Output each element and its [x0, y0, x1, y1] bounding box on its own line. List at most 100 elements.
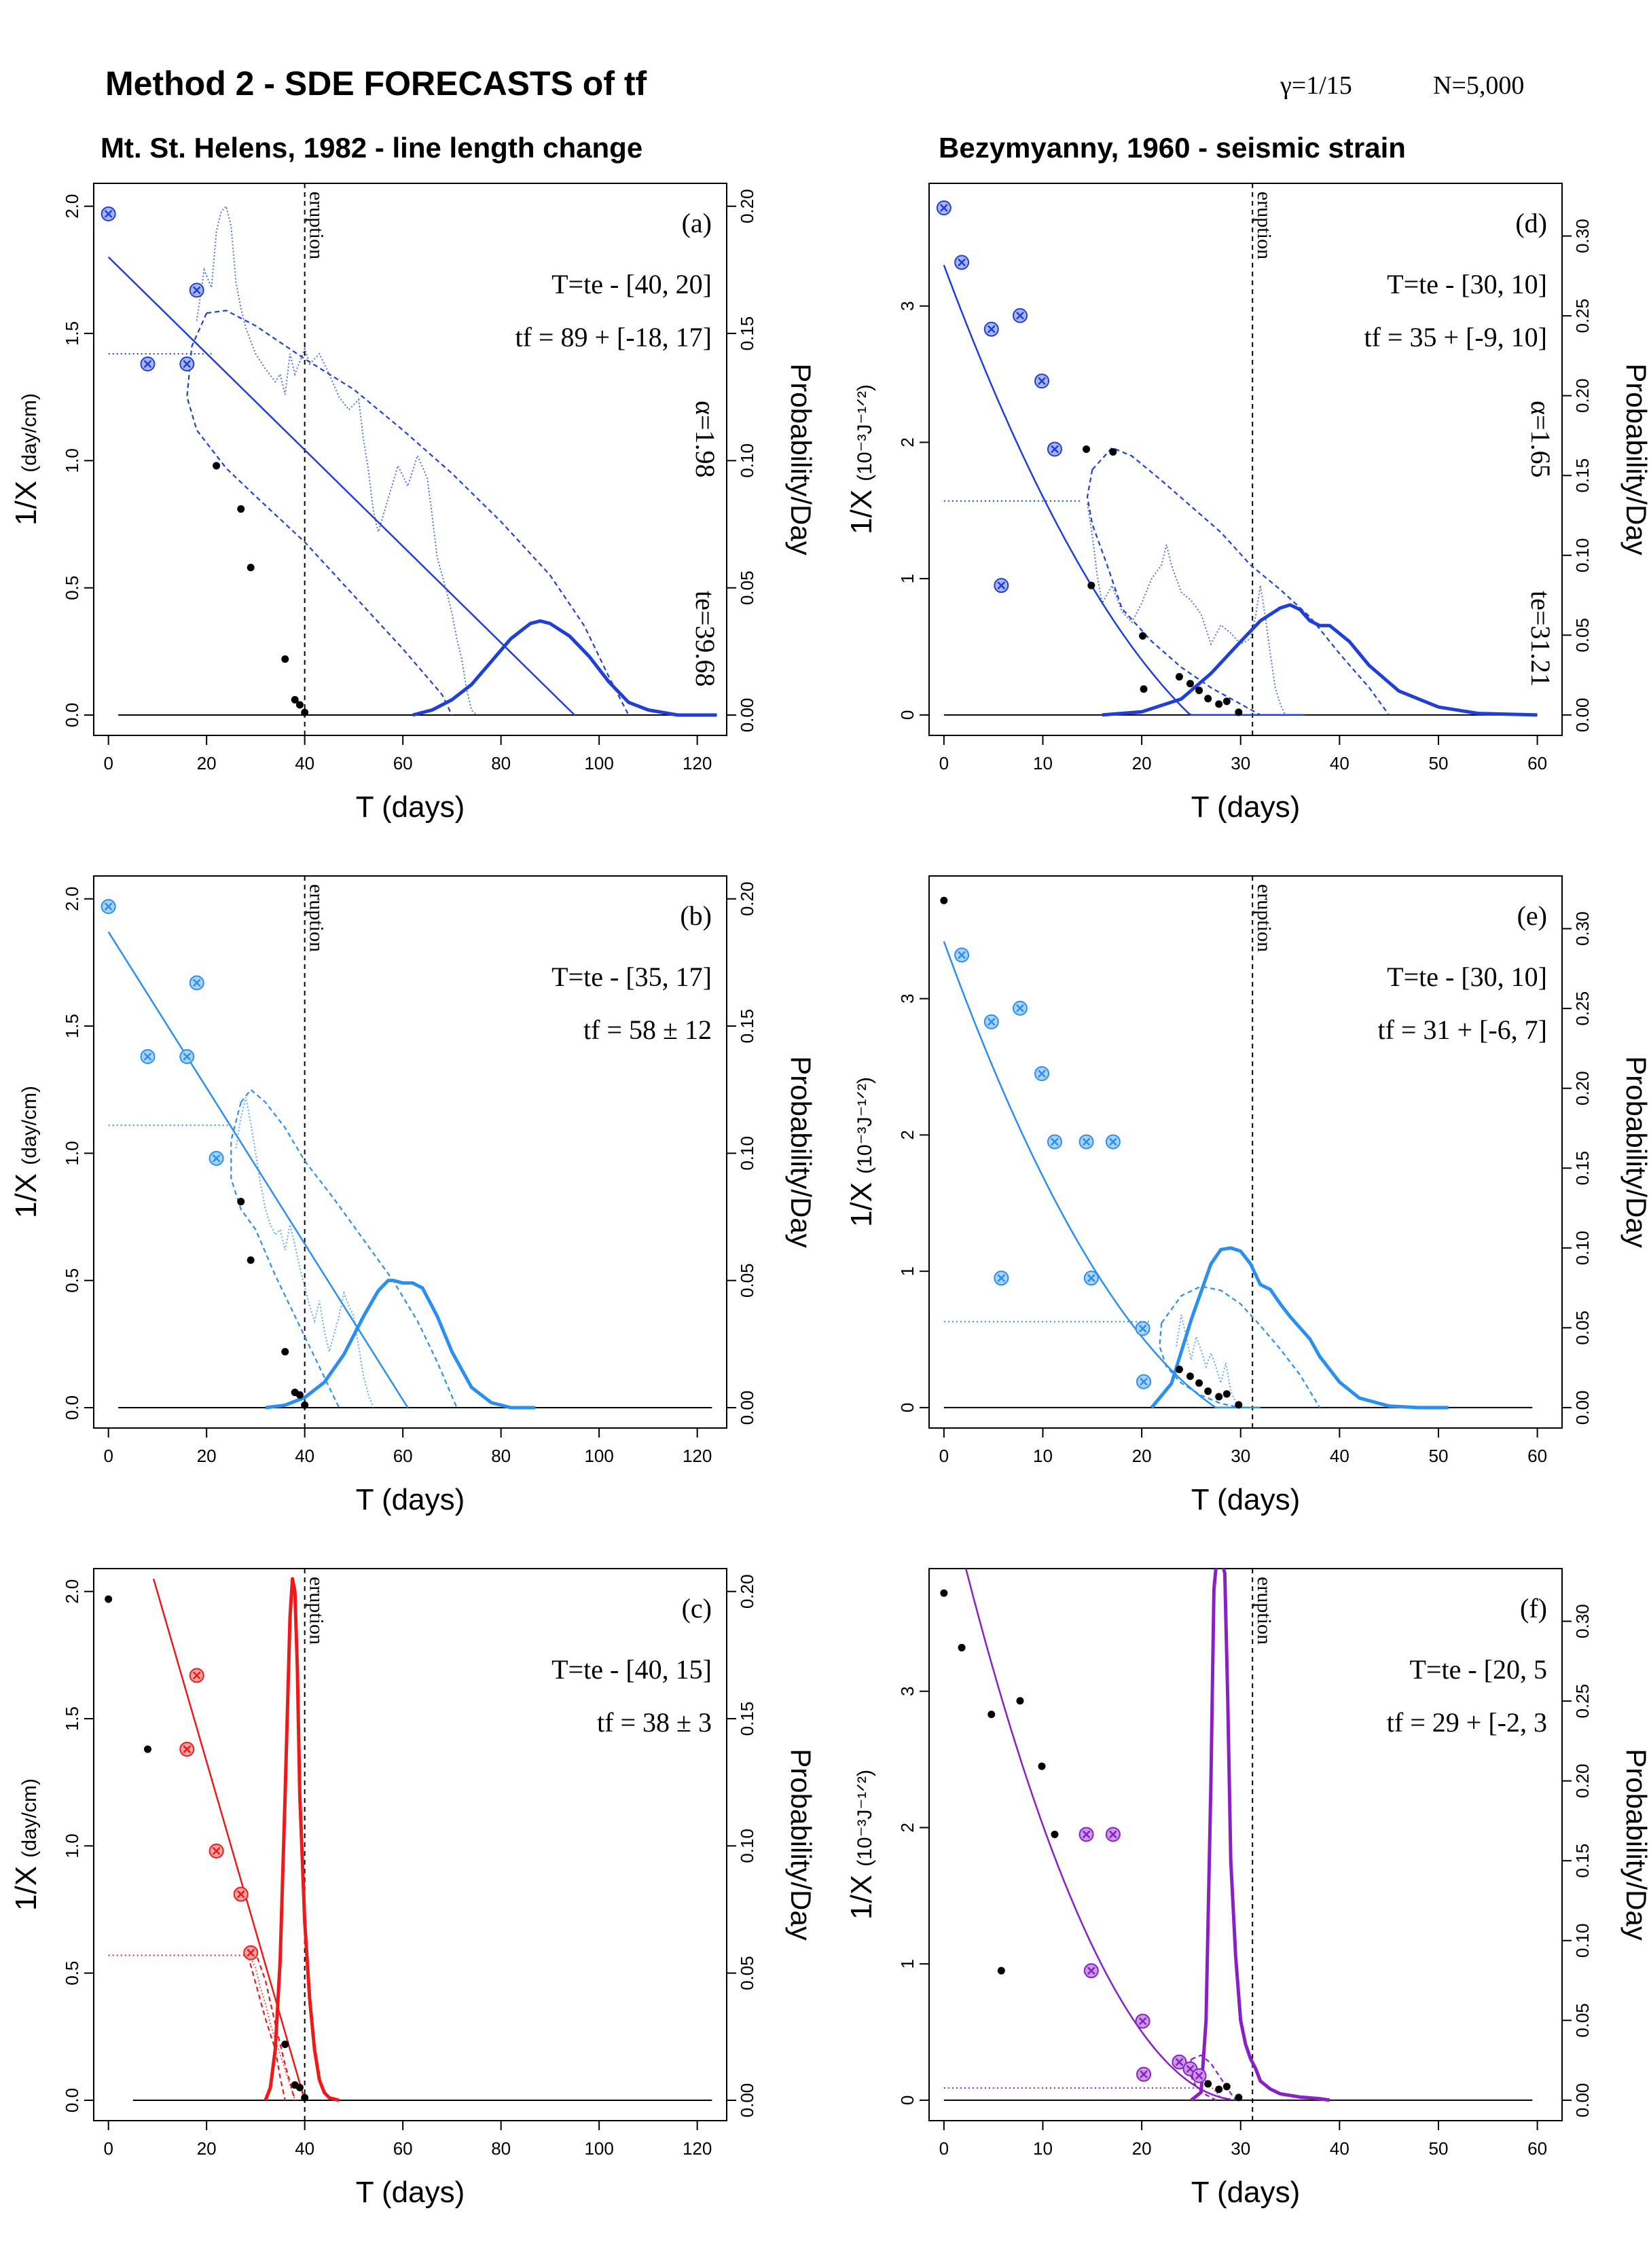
forecast-annotation: tf = 58 ± 12: [583, 1014, 712, 1045]
x-tick-label: 0: [939, 1446, 949, 1466]
fit-point-cross: [997, 1274, 1006, 1283]
x-tick-label: 20: [197, 1446, 217, 1466]
forecast-annotation: tf = 35 + [-9, 10]: [1364, 322, 1547, 352]
data-point: [1087, 581, 1095, 589]
y-tick-label: 1.0: [62, 1141, 82, 1165]
y-axis-unit: (day/cm): [18, 1778, 41, 1858]
data-point: [1222, 2083, 1231, 2091]
fit-point-cross: [1051, 445, 1059, 454]
y2-tick-label: 0.30: [1572, 911, 1593, 946]
y-tick-label: 0: [897, 710, 918, 720]
fit-line: [152, 1578, 306, 2101]
y-tick-label: 1.5: [62, 1014, 82, 1038]
x-tick-label: 30: [1231, 753, 1250, 773]
data-point: [143, 1745, 151, 1753]
simulated-path: [1087, 503, 1286, 716]
x-axis-title: T (days): [356, 790, 465, 824]
simulated-path: [1176, 1315, 1242, 1408]
plot-area: [101, 876, 712, 1428]
data-point: [1195, 1379, 1203, 1387]
fit-point-cross: [1140, 2070, 1148, 2079]
y-tick-label: 0: [897, 2096, 918, 2105]
y-axis-unit: (10⁻³J⁻¹ᐟ²): [854, 1770, 876, 1867]
band-lower: [244, 1947, 286, 2101]
data-point: [105, 1595, 113, 1603]
data-point: [247, 1256, 255, 1264]
x-tick-label: 40: [1330, 2138, 1349, 2159]
plot-area: [940, 876, 1533, 1428]
alpha-annotation: α=1.98: [690, 401, 721, 478]
data-point: [301, 708, 309, 716]
fit-point-cross: [1138, 2017, 1147, 2026]
plot-area: [101, 183, 717, 735]
data-point: [940, 896, 948, 904]
y-tick-label: 2.0: [62, 1579, 82, 1604]
data-point: [1204, 695, 1212, 703]
x-tick-label: 80: [491, 2138, 511, 2159]
column-title-left: Mt. St. Helens, 1982 - line length chang…: [101, 132, 642, 164]
y2-axis-title: Probability/Day: [1620, 1056, 1649, 1247]
data-point: [1222, 697, 1231, 706]
y2-tick-label: 0.05: [1572, 618, 1593, 653]
n-parameter: N=5,000: [1433, 71, 1524, 100]
data-point: [987, 1711, 996, 1719]
x-tick-label: 0: [103, 2138, 113, 2159]
data-point: [237, 505, 245, 513]
x-tick-label: 30: [1231, 2138, 1250, 2159]
y2-tick-label: 0.25: [1572, 991, 1593, 1026]
y-axis-unit: (10⁻³J⁻¹ᐟ²): [854, 384, 876, 481]
fit-point-cross: [1087, 1274, 1095, 1283]
plot-frame: [928, 183, 1563, 736]
fit-point-cross: [1138, 1324, 1147, 1333]
fit-point-cross: [987, 325, 996, 333]
forecast-annotation: tf = 38 ± 3: [597, 1707, 712, 1738]
window-annotation: T=te - [30, 10]: [1387, 962, 1547, 992]
y2-tick-label: 0.25: [1572, 1684, 1593, 1719]
x-tick-label: 20: [197, 2138, 217, 2159]
x-tick-label: 120: [683, 2138, 712, 2159]
y-axis-unit: (day/cm): [18, 393, 41, 473]
y2-axis-title: Probability/Day: [1620, 1749, 1649, 1940]
data-point: [295, 1391, 304, 1399]
y-tick-label: 2: [897, 1823, 918, 1832]
fit-point-cross: [958, 258, 966, 267]
window-annotation: T=te - [20, 5: [1410, 1654, 1548, 1685]
chart-panel-e: 0 10 20 30 40 50 60 0 1 2 3 0.00 0.05 0.10 0.15 0.20 0.2…: [845, 875, 1649, 1516]
y2-tick-label: 0.15: [737, 1702, 757, 1736]
eruption-label: eruption: [1253, 191, 1275, 259]
te-annotation: te=31.21: [1525, 591, 1556, 687]
fit-point-cross: [1016, 1004, 1024, 1012]
y2-tick-label: 0.20: [737, 189, 757, 223]
band-lower: [1159, 1323, 1241, 1408]
data-point: [1195, 687, 1203, 695]
fit-point-cross: [1175, 2057, 1184, 2066]
plot-frame: [928, 875, 1563, 1429]
x-tick-label: 20: [1132, 753, 1152, 773]
x-tick-label: 100: [584, 753, 613, 773]
simulated-path: [196, 204, 477, 716]
y2-tick-label: 0.00: [737, 1391, 757, 1425]
y2-axis-title: Probability/Day: [785, 1056, 817, 1247]
data-point: [1204, 1387, 1212, 1395]
forecast-annotation: tf = 31 + [-6, 7]: [1377, 1014, 1547, 1045]
gamma-parameter: γ=1/15: [1280, 71, 1352, 100]
fit-point-cross: [183, 1053, 192, 1061]
y2-tick-label: 0.05: [737, 570, 757, 605]
fit-point-cross: [958, 951, 966, 959]
forecast-pdf: [1190, 1569, 1330, 2102]
data-point: [1140, 685, 1148, 693]
y-tick-label: 3: [897, 993, 918, 1003]
y-tick-label: 2: [897, 437, 918, 447]
x-tick-label: 10: [1033, 753, 1053, 773]
y2-tick-label: 0.05: [1572, 1311, 1593, 1345]
panel-label: (f): [1520, 1593, 1547, 1624]
fit-point-cross: [1082, 1830, 1091, 1839]
x-tick-label: 40: [1330, 1446, 1349, 1466]
y-tick-label: 1.5: [62, 1706, 82, 1731]
y-tick-label: 1.0: [62, 1833, 82, 1858]
forecast-pdf: [1150, 1246, 1449, 1410]
data-point: [1109, 447, 1117, 456]
fit-point-cross: [104, 902, 113, 911]
fit-point-cross: [104, 210, 113, 218]
data-point: [1175, 673, 1183, 681]
